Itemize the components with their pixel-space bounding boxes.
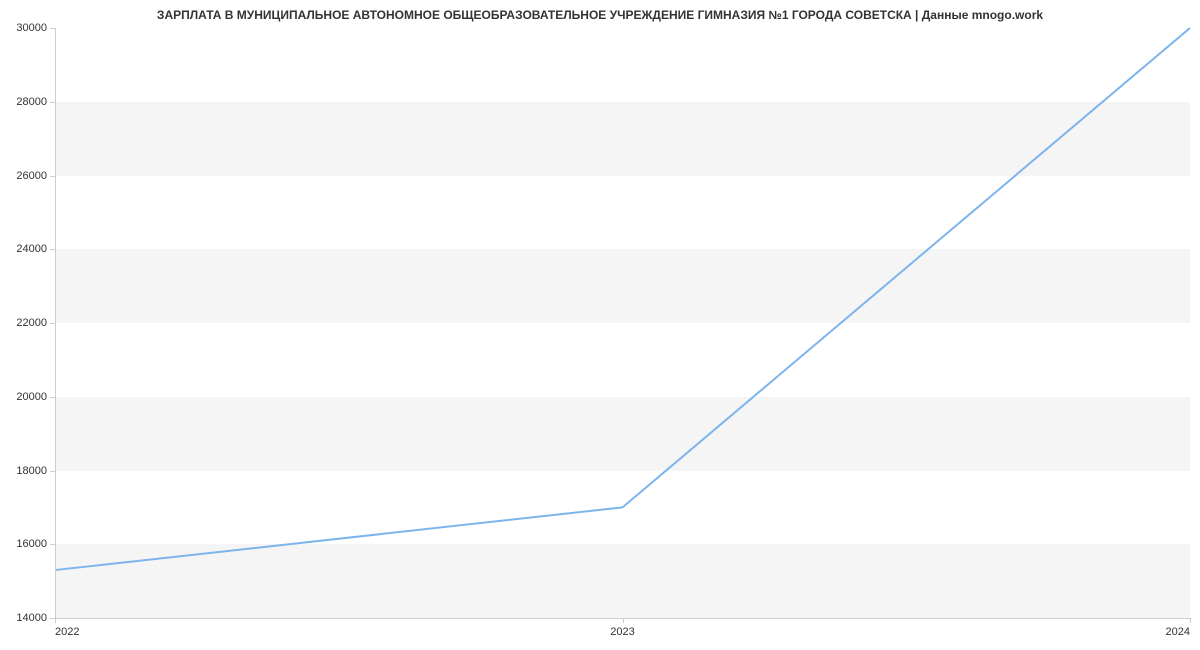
y-tick-label: 16000 — [16, 538, 47, 550]
x-tick — [1190, 618, 1191, 623]
x-tick — [55, 618, 56, 623]
x-tick-label: 2023 — [610, 626, 634, 638]
y-tick-label: 26000 — [16, 170, 47, 182]
y-tick-label: 22000 — [16, 317, 47, 329]
y-tick-label: 30000 — [16, 22, 47, 34]
y-tick — [50, 323, 55, 324]
y-tick — [50, 544, 55, 545]
chart-title: ЗАРПЛАТА В МУНИЦИПАЛЬНОЕ АВТОНОМНОЕ ОБЩЕ… — [0, 8, 1200, 22]
line-layer — [55, 28, 1190, 618]
y-tick — [50, 249, 55, 250]
y-tick-label: 14000 — [16, 612, 47, 624]
y-tick-label: 24000 — [16, 243, 47, 255]
y-tick — [50, 471, 55, 472]
y-tick — [50, 176, 55, 177]
y-tick-label: 18000 — [16, 465, 47, 477]
series-line-salary — [55, 28, 1190, 570]
x-tick-label: 2024 — [1166, 626, 1190, 638]
chart-container: ЗАРПЛАТА В МУНИЦИПАЛЬНОЕ АВТОНОМНОЕ ОБЩЕ… — [0, 0, 1200, 650]
y-tick-label: 28000 — [16, 96, 47, 108]
plot-area: 1400016000180002000022000240002600028000… — [55, 28, 1190, 618]
x-tick-label: 2022 — [55, 626, 79, 638]
y-tick — [50, 28, 55, 29]
x-tick — [623, 618, 624, 623]
y-tick — [50, 397, 55, 398]
y-tick — [50, 102, 55, 103]
y-tick-label: 20000 — [16, 391, 47, 403]
y-axis-line — [55, 28, 56, 618]
